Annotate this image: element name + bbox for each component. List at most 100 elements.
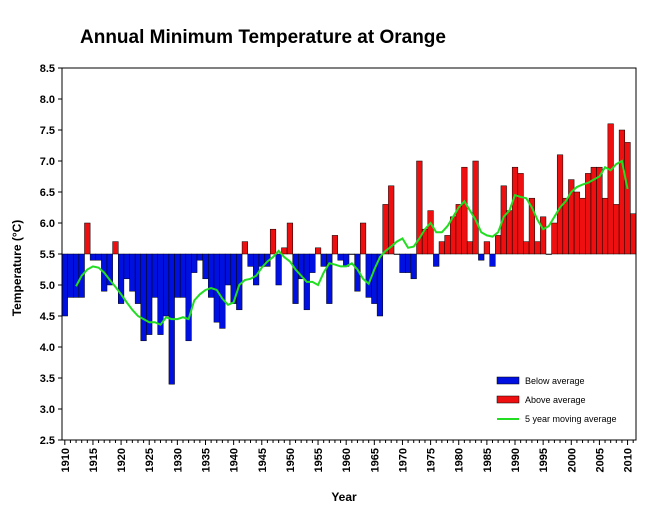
bar-1933: [191, 253, 198, 273]
bar-1914: [84, 222, 91, 255]
x-tick-label: 1930: [172, 448, 184, 472]
bar-1949: [281, 247, 288, 255]
bar-1937: [213, 253, 220, 323]
x-tick-label: 1920: [116, 448, 128, 472]
x-tick-label: 1965: [369, 448, 381, 472]
legend-label: 5 year moving average: [525, 414, 617, 424]
legend-label: Above average: [525, 395, 586, 405]
bar-1981: [461, 166, 468, 255]
bar-1955: [314, 247, 322, 255]
x-tick-label: 1945: [257, 448, 269, 472]
bar-1911: [67, 253, 74, 298]
bar-1941: [236, 253, 243, 311]
bar-1947: [269, 228, 277, 255]
x-tick-label: 1955: [313, 448, 325, 472]
bar-1939: [224, 253, 232, 286]
bar-1958: [331, 235, 338, 255]
bar-1965: [371, 253, 378, 304]
bar-1928: [163, 253, 170, 317]
legend-swatch-above: [496, 395, 520, 404]
bar-1922: [129, 253, 136, 292]
y-tick-label: 3.0: [40, 404, 55, 416]
y-tick-label: 8.0: [40, 94, 55, 106]
x-axis-title: Year: [331, 490, 357, 504]
axes-layer: 2.5 3.0 3.5 4.0 4.5 5.0 5.5 6.0 6.5 7.0 7.5 8.0 8.5 1…: [40, 63, 637, 472]
x-tick-label: 1975: [426, 448, 438, 472]
bar-1957: [326, 253, 333, 304]
bar-1912: [73, 253, 80, 298]
bar-1919: [112, 241, 119, 255]
bar-1951: [292, 253, 299, 304]
bar-1983: [472, 160, 479, 255]
bar-1923: [134, 253, 142, 304]
bar-1915: [89, 253, 97, 261]
y-tick-label: 6.0: [40, 218, 55, 230]
bar-2001: [573, 191, 580, 255]
bar-2011: [630, 213, 637, 255]
x-tick-label: 1960: [341, 448, 353, 472]
bar-1989: [506, 210, 513, 255]
bar-2010: [624, 142, 631, 255]
x-tick-label: 1925: [144, 448, 156, 472]
bar-1971: [405, 253, 412, 273]
x-tick-label: 1915: [88, 448, 100, 472]
bar-2009: [618, 129, 625, 255]
y-tick-label: 5.5: [40, 249, 55, 261]
y-axis-title: Temperature (°C): [10, 220, 24, 317]
legend-label: Below average: [525, 376, 585, 386]
bar-1992: [523, 241, 530, 255]
bar-1979: [450, 216, 457, 255]
bar-1961: [348, 253, 355, 255]
bar-1924: [140, 253, 147, 342]
legend: Below average Above average 5 year moving …: [496, 376, 617, 424]
bar-1964: [365, 253, 372, 298]
bar-1978: [444, 235, 451, 255]
bar-1987: [495, 235, 502, 255]
x-tick-label: 1980: [454, 448, 466, 472]
bars-layer: [61, 123, 637, 385]
bar-1994: [534, 241, 541, 255]
bar-1993: [528, 197, 535, 255]
bar-1977: [438, 241, 445, 255]
bar-1948: [275, 253, 282, 286]
bar-1934: [196, 253, 203, 261]
x-tick-label: 1990: [510, 448, 522, 472]
x-tick-label: 1970: [397, 448, 409, 472]
bar-1931: [179, 253, 187, 298]
bar-1967: [382, 204, 389, 255]
bar-2002: [579, 197, 586, 255]
bar-1938: [219, 253, 226, 329]
bar-1956: [320, 253, 327, 267]
bar-1982: [466, 241, 474, 255]
bar-1986: [489, 253, 496, 267]
bar-1930: [174, 253, 181, 298]
bar-1984: [478, 253, 485, 261]
bar-1959: [337, 253, 344, 261]
bar-2003: [585, 173, 592, 255]
y-tick-label: 3.5: [40, 373, 55, 385]
bar-1921: [123, 253, 130, 280]
y-tick-label: 4.0: [40, 342, 55, 354]
x-tick-label: 1935: [201, 448, 213, 472]
bar-1968: [388, 185, 395, 255]
x-tick-label: 1995: [538, 448, 550, 472]
bar-1942: [241, 241, 248, 255]
bar-1935: [202, 253, 209, 280]
moving-average-line: [75, 159, 629, 326]
bar-1999: [562, 197, 569, 255]
x-tick-label: 2010: [623, 448, 635, 472]
x-tick-label: 1940: [229, 448, 241, 472]
y-tick-label: 4.5: [40, 311, 55, 323]
bar-1932: [185, 253, 192, 342]
x-tick-label: 1985: [482, 448, 494, 472]
moving-average-layer: [75, 159, 629, 326]
bar-1970: [399, 253, 406, 273]
bar-1954: [309, 253, 316, 273]
bar-1943: [247, 253, 254, 267]
bar-1996: [545, 253, 552, 255]
y-tick-label: 5.0: [40, 280, 55, 292]
x-tick-label: 2005: [594, 448, 606, 472]
bar-1985: [483, 241, 490, 255]
chart-title: Annual Minimum Temperature at Orange: [80, 27, 446, 48]
